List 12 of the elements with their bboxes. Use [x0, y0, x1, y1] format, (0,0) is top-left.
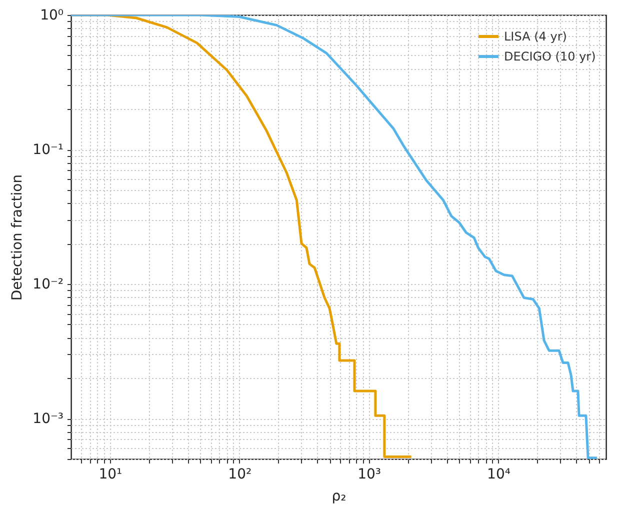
legend-label: LISA (4 yr) — [504, 30, 567, 44]
x-tick-label: 10¹ — [98, 466, 122, 482]
y-tick-label: 10⁻³ — [32, 411, 64, 428]
x-tick-label: 10³ — [358, 466, 382, 482]
y-tick-label: 10⁻² — [32, 276, 64, 293]
x-tick-label: 10⁴ — [487, 466, 511, 482]
x-tick-label: 10² — [228, 466, 252, 482]
y-tick-label: 10⁻¹ — [32, 142, 64, 158]
legend-label: DECIGO (10 yr) — [504, 50, 596, 64]
x-axis-title: ρ₂ — [332, 488, 346, 504]
y-axis-title: Detection fraction — [10, 174, 26, 301]
y-tick-label: 10⁰ — [40, 8, 64, 24]
